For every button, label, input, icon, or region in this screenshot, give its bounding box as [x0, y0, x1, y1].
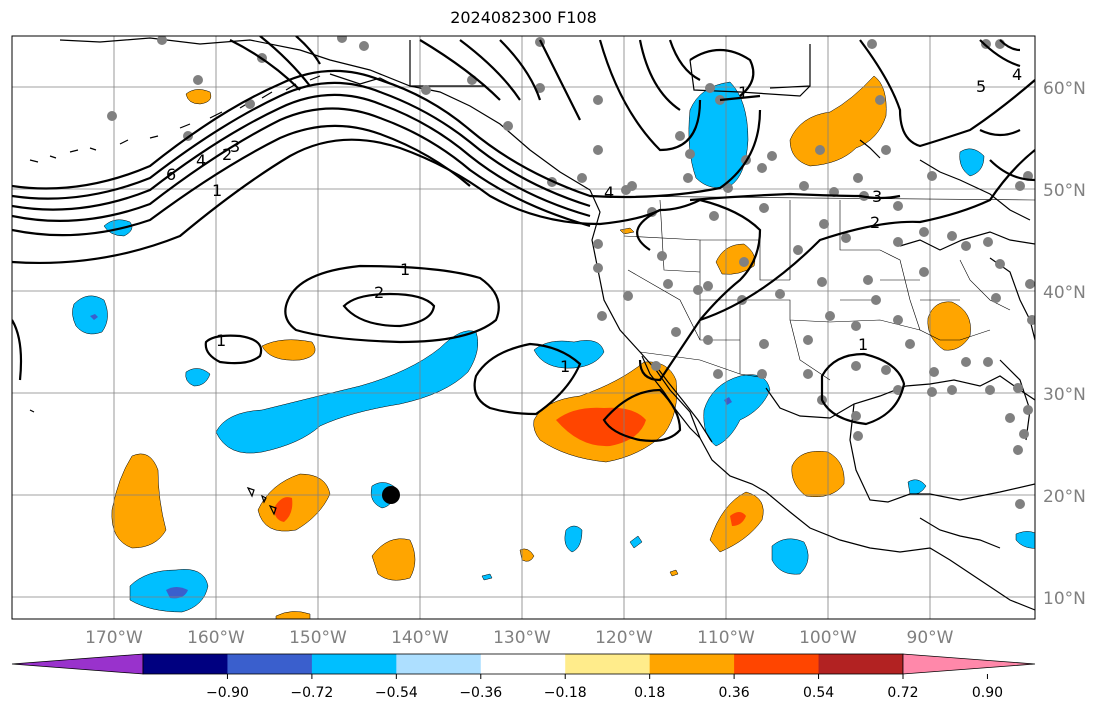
lon-label: 120°W: [595, 628, 653, 648]
colorbar-segments: [142, 653, 904, 675]
lon-label: 100°W: [799, 628, 857, 648]
contour-label: 1: [738, 83, 748, 102]
lat-label: 50°N: [1043, 181, 1086, 201]
contours: [12, 36, 1035, 442]
colorbar-tick-label: −0.90: [206, 685, 249, 701]
colorbar-left-extension: [11, 653, 144, 675]
lat-axis: 60°N 50°N 40°N 30°N 20°N 10°N: [1043, 79, 1086, 609]
neg-anomaly-small1: [185, 368, 211, 387]
neg-anomaly-west: [72, 295, 108, 335]
contour-label: 3: [872, 187, 882, 206]
contour-label: 5: [976, 77, 986, 96]
colorbar-tick-label: 0.18: [634, 685, 665, 701]
colorbar-segment: [480, 654, 566, 674]
pos-anomaly-hawaii: [257, 473, 331, 532]
lat-label: 60°N: [1043, 79, 1086, 99]
colorbar: −0.90 −0.72 −0.54 −0.36 −0.18 0.18 0.36 0.54 0.7…: [11, 653, 1036, 701]
lon-label: 140°W: [391, 628, 449, 648]
contour-label: 1: [858, 335, 868, 354]
colorbar-segment: [734, 654, 820, 674]
pos-anomaly-southeast: [927, 301, 971, 351]
colorbar-segment: [143, 654, 228, 674]
station-dots: [107, 36, 1035, 509]
contour-label: 6: [166, 165, 176, 184]
colorbar-tick-label: 0.36: [719, 685, 750, 701]
storm-position-marker: [382, 486, 400, 504]
colorbar-tick-label: 0.54: [803, 685, 834, 701]
pos-anomaly-alaska: [185, 89, 212, 105]
pos-anomaly-west-large: [111, 453, 167, 549]
colorbar-tick-label: 0.72: [887, 685, 918, 701]
colorbar-tick-label: −0.18: [544, 685, 587, 701]
lon-label: 90°W: [907, 628, 954, 648]
anomaly-shading: [72, 75, 1035, 619]
colorbar-segment: [227, 654, 313, 674]
contour-label: 1: [560, 357, 570, 376]
pos-anomaly-texas: [791, 451, 845, 497]
contour-label: 4: [604, 183, 614, 202]
contour-label: 2: [222, 145, 232, 164]
lon-axis: 170°W 160°W 150°W 140°W 130°W 120°W 110°…: [85, 628, 954, 648]
coastlines: [29, 37, 1035, 611]
pos-anomaly-small4: [261, 339, 316, 361]
contour-label: 4: [1012, 65, 1022, 84]
colorbar-tick-label: −0.72: [290, 685, 333, 701]
colorbar-tick-label: −0.54: [375, 685, 418, 701]
colorbar-segment: [818, 654, 904, 674]
contour-label: 2: [374, 283, 384, 302]
pos-anomaly-canada: [789, 75, 887, 167]
neg-anomaly-band: [215, 330, 478, 454]
contour-label: 1: [212, 181, 222, 200]
contour-label: 4: [196, 151, 206, 170]
neg-anomaly-gulf: [771, 538, 809, 575]
contour-label: 3: [230, 137, 240, 156]
lon-label: 130°W: [493, 628, 551, 648]
lat-label: 40°N: [1043, 283, 1086, 303]
colorbar-segment: [396, 654, 482, 674]
contour-labels: 6 4 2 1 3 1 2 1 1 5 4 3 2 1 4 1: [166, 65, 1022, 376]
lon-label: 160°W: [187, 628, 245, 648]
colorbar-right-extension: [902, 653, 1036, 675]
contour-label: 1: [216, 331, 226, 350]
neg-anomaly-east: [959, 148, 985, 177]
lon-label: 150°W: [289, 628, 347, 648]
map-border: [11, 35, 1036, 620]
pos-anomaly-small5: [371, 538, 416, 581]
contour-label: 1: [400, 260, 410, 279]
neg-anomaly-small3: [564, 525, 583, 553]
lat-label: 30°N: [1043, 385, 1086, 405]
neg-anomaly-mexico: [703, 374, 771, 447]
lat-label: 10°N: [1043, 589, 1086, 609]
colorbar-segment: [649, 654, 735, 674]
colorbar-tick-label: 0.90: [972, 685, 1003, 701]
colorbar-segment: [565, 654, 651, 674]
map-grid: [12, 36, 1035, 619]
lon-label: 170°W: [85, 628, 143, 648]
contour-label: 2: [870, 213, 880, 232]
lon-label: 110°W: [697, 628, 755, 648]
colorbar-tick-label: −0.36: [459, 685, 502, 701]
lat-label: 20°N: [1043, 487, 1086, 507]
political-borders: [595, 195, 1035, 381]
colorbar-segment: [311, 654, 397, 674]
map-title: 2024082300 F108: [450, 8, 597, 27]
neg-anomaly-aleutian: [103, 219, 133, 237]
